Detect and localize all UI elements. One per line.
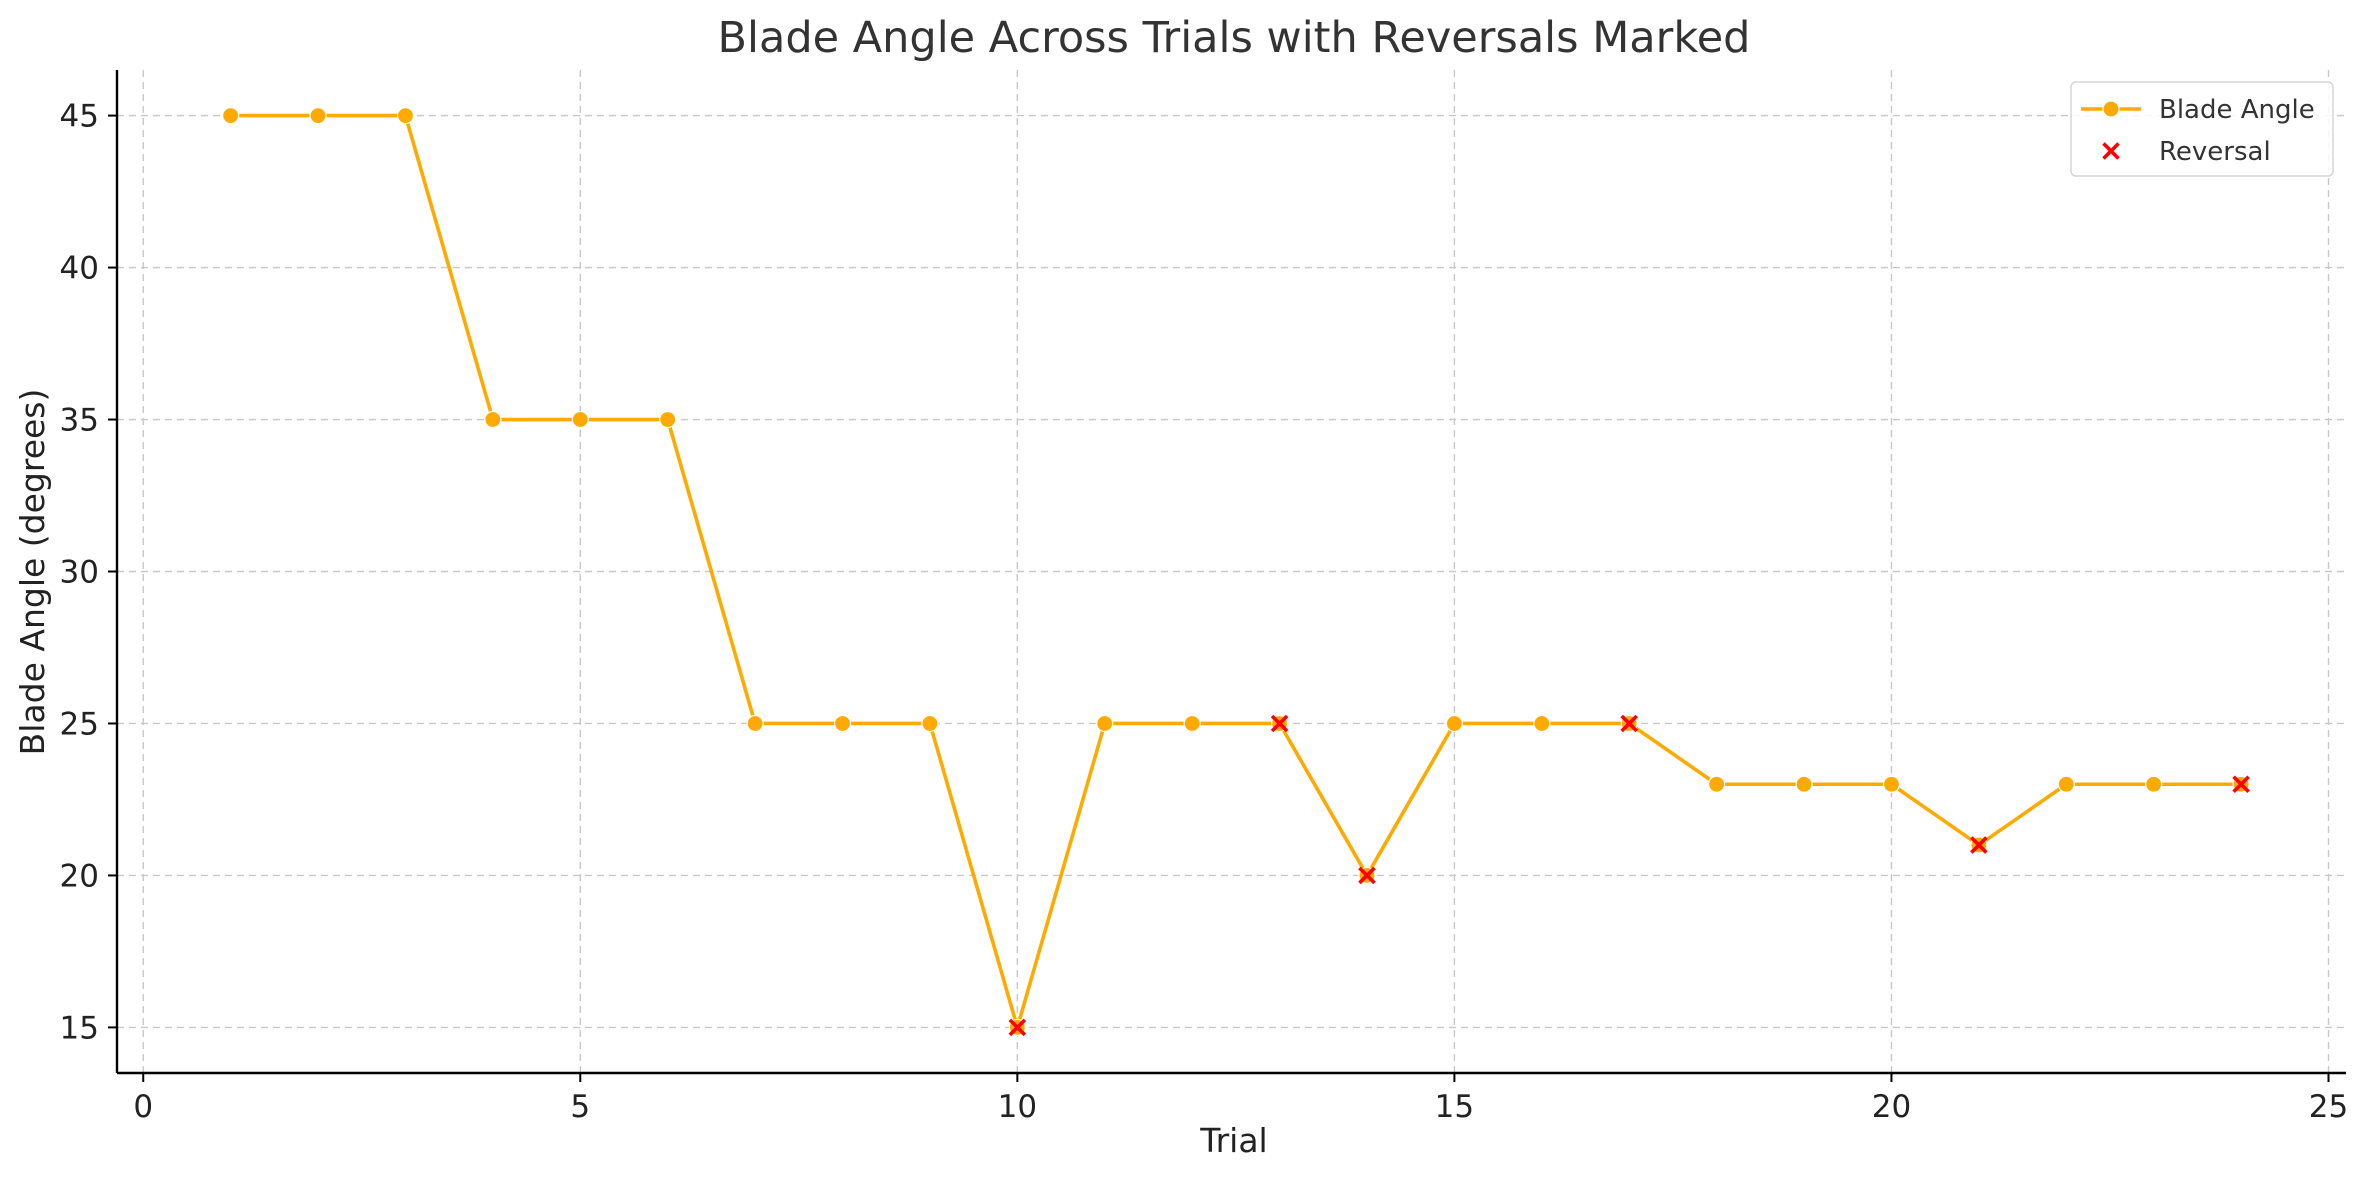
x-tick-label: 10	[998, 1089, 1037, 1125]
data-point	[484, 410, 502, 429]
y-tick-label: 15	[60, 1010, 99, 1046]
series-line	[230, 113, 2242, 1030]
data-point	[222, 106, 240, 125]
x-tick-label: 20	[1872, 1089, 1911, 1125]
chart-title: Blade Angle Across Trials with Reversals…	[718, 13, 1751, 63]
y-tick-label: 40	[60, 251, 99, 287]
y-axis-label: Blade Angle (degrees)	[13, 389, 52, 756]
data-point	[833, 714, 852, 733]
data-point	[1445, 714, 1464, 733]
x-tick-label: 5	[570, 1089, 590, 1125]
series-reversal	[1008, 714, 2250, 1037]
data-point	[746, 714, 764, 733]
data-point	[1183, 714, 1201, 733]
series-layer	[222, 106, 2250, 1037]
y-tick-label: 35	[60, 403, 99, 439]
marker-stroke	[1270, 714, 1289, 733]
marker-stroke	[2232, 775, 2250, 794]
data-point	[571, 410, 589, 429]
data-point	[1708, 775, 1726, 793]
y-tick-label: 45	[60, 99, 99, 135]
marker-stroke	[1620, 714, 1638, 733]
data-point	[1795, 775, 1813, 793]
legend-swatch	[2102, 142, 2120, 160]
reversal-marker	[1270, 714, 1289, 733]
data-point	[1096, 714, 1114, 733]
axes: 0 5 10 15 20 25 15 20 25 30 35 40 45	[60, 70, 2348, 1125]
legend-swatch	[2081, 100, 2141, 118]
x-tick-label: 25	[2309, 1089, 2348, 1125]
data-point	[2145, 775, 2163, 793]
series-blade-angle	[222, 106, 2250, 1037]
legend-box	[2070, 81, 2334, 177]
legend-label: Blade Angle	[2159, 95, 2315, 125]
data-point	[1882, 775, 1901, 793]
reversal-marker	[1620, 714, 1638, 733]
legend-marker-stroke	[2102, 142, 2120, 160]
y-tick-label: 20	[60, 858, 99, 894]
data-point	[1533, 714, 1551, 733]
x-axis-label: Trial	[1199, 1121, 1267, 1160]
marker-stroke	[1970, 836, 1988, 854]
x-tick-label: 0	[133, 1089, 153, 1125]
legend: Blade Angle Reversal	[2070, 81, 2334, 177]
data-point	[2057, 775, 2075, 793]
y-tick-label: 25	[60, 706, 99, 742]
marker-stroke	[1008, 1018, 1027, 1037]
data-point	[396, 106, 415, 125]
reversal-marker	[1008, 1018, 1027, 1037]
data-point	[309, 106, 327, 125]
x-tick-label: 15	[1435, 1089, 1474, 1125]
marker-stroke	[1358, 866, 1376, 885]
data-point	[921, 714, 939, 733]
data-point	[659, 410, 677, 429]
y-tick-label: 30	[60, 555, 99, 591]
reversal-marker	[2232, 775, 2250, 794]
grid	[117, 70, 2346, 1073]
reversal-marker	[1970, 836, 1988, 854]
reversal-marker	[1358, 866, 1376, 885]
legend-label: Reversal	[2159, 137, 2271, 167]
legend-marker	[2102, 100, 2120, 118]
